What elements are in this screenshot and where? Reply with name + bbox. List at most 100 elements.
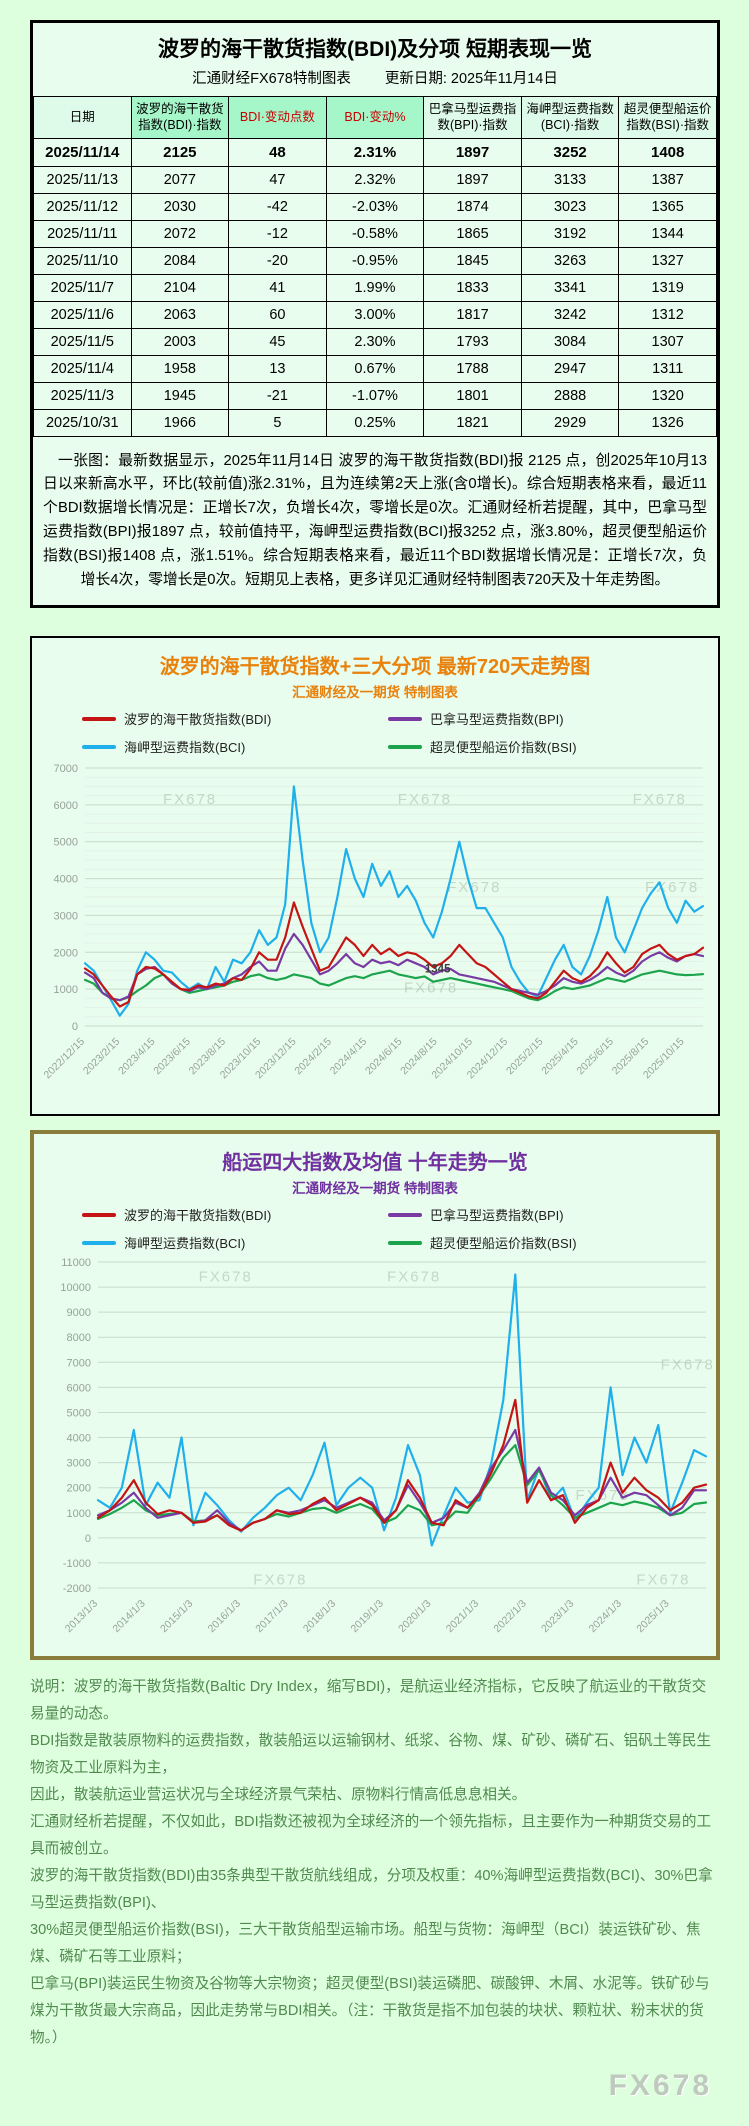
table-cell: 1801 [423,381,522,410]
table-cell: 3341 [520,273,620,302]
chart-10y-plot: -2000 -1000 0 1000 2000 3000 4000 5000 6000 7000 8… [60,1258,712,1635]
legend-swatch-icon [388,1240,422,1245]
column-header: 超灵便型船运价指数(BSI)·指数 [618,96,717,139]
y-axis-label: 7000 [67,1358,91,1370]
watermark: FX678 [447,879,501,896]
table-cell: 3023 [520,192,620,221]
table-cell: 60 [228,300,327,329]
column-header: 日期 [33,96,132,139]
x-axis-label: 2014/1/3 [110,1598,147,1635]
table-cell: 2025/11/7 [33,273,132,302]
watermark: FX678 [199,1269,253,1286]
x-axis-label: 2020/1/3 [396,1598,433,1635]
table-cell: 48 [228,137,327,167]
source-label: 汇通财经FX678特制图表 [192,71,351,87]
table-cell: 1327 [618,246,717,275]
table-row: 2025/11/12 2030 -42 -2.03% 1874 3023 1365 [33,192,717,221]
series-line-BDI [83,901,705,1008]
table-cell: 1365 [618,192,717,221]
y-axis-label: 3000 [54,911,78,923]
table-cell: 1897 [423,137,522,167]
x-axis-label: 2025/2/15 [504,1036,546,1078]
chart-10y-panel: 船运四大指数及均值 十年走势一览 汇通财经及一期货 特制图表 波罗的海干散货指数… [30,1130,720,1661]
table-cell: -42 [228,192,327,221]
table-cell: 1821 [423,408,522,437]
x-axis-label: 2023/4/15 [116,1036,158,1078]
watermark: FX678 [163,791,217,808]
x-axis-label: 2017/1/3 [253,1598,290,1635]
table-row: 2025/11/10 2084 -20 -0.95% 1845 3263 1327 [33,246,717,275]
chart-720-subtitle: 汇通财经及一期货 特制图表 [292,685,458,701]
table-cell: 2025/10/31 [33,408,132,437]
footer-line: BDI指数是散装原物料的运费指数，散装船运以运输钢材、纸浆、谷物、煤、矿砂、磷矿… [30,1733,712,1777]
table-row: 2025/11/14 2125 48 2.31% 1897 3252 1408 [33,137,717,167]
legend-item: 波罗的海干散货指数(BDI) [82,709,362,728]
table-cell: 2125 [130,137,230,167]
y-axis-label: 8000 [67,1333,91,1345]
x-axis-label: 2022/12/15 [41,1036,87,1082]
footer-line: 因此，散装航运业营运状况与全球经济景气荣枯、原物料行情高低息息相关。 [30,1787,527,1804]
legend-label: 巴拿马型运费指数(BPI) [430,712,564,728]
table-cell: 1326 [618,408,717,437]
column-header: BDI·变动点数 [228,96,327,139]
table-cell: 1.99% [325,273,425,302]
legend-item: 海岬型运费指数(BCI) [82,737,362,756]
bdi-short-term-panel: 波罗的海干散货指数(BDI)及分项 短期表现一览 汇通财经FX678特制图表 更新… [30,20,720,609]
y-axis-label: 7000 [54,763,78,775]
panel-title: 波罗的海干散货指数(BDI)及分项 短期表现一览 [158,38,592,61]
panel-subtitle: 汇通财经FX678特制图表 更新日期: 2025年11月14日 [33,67,717,88]
legend-item: 巴拿马型运费指数(BPI) [388,1205,668,1224]
table-cell: 13 [228,354,327,383]
table-cell: 5 [228,408,327,437]
watermark: FX678 [645,879,699,896]
table-cell: 2025/11/12 [33,192,132,221]
series-line-BSI [83,969,705,1002]
y-axis-label: 4000 [54,874,78,886]
table-cell: 1311 [618,354,717,383]
y-axis-label: 10000 [60,1282,91,1294]
y-axis-label: 6000 [67,1383,91,1395]
legend-item: 海岬型运费指数(BCI) [82,1233,362,1252]
chart-10y-subtitle: 汇通财经及一期货 特制图表 [292,1181,458,1197]
table-cell: 2025/11/3 [33,381,132,410]
column-header: BDI·变动% [325,96,425,139]
table-cell: 1874 [423,192,522,221]
table-cell: 1788 [423,354,522,383]
x-axis-label: 2025/4/15 [539,1036,581,1078]
table-cell: 1312 [618,300,717,329]
table-cell: 3084 [520,327,620,356]
y-axis-label: -1000 [63,1558,91,1570]
table-cell: 2025/11/10 [33,246,132,275]
series-line-BCI [96,1273,708,1547]
table-cell: 1833 [423,273,522,302]
watermark: FX678 [636,1572,690,1589]
legend-swatch-icon [388,1212,422,1217]
table-cell: 3242 [520,300,620,329]
table-cell: 2929 [520,408,620,437]
table-cell: 1945 [130,381,230,410]
summary-text: 一张图：最新数据显示，2025年11月14日 波罗的海干散货指数(BDI)报 2… [43,452,707,589]
y-axis-label: 2000 [54,948,78,960]
series-line-BCI [83,785,705,1018]
table-row: 2025/11/4 1958 13 0.67% 1788 2947 1311 [33,354,717,383]
table-cell: 47 [228,165,327,194]
table-cell: 2.32% [325,165,425,194]
legend-label: 巴拿马型运费指数(BPI) [430,1208,564,1224]
table-cell: -2.03% [325,192,425,221]
table-cell: 1307 [618,327,717,356]
table-cell: 1320 [618,381,717,410]
x-axis-label: 2022/1/3 [491,1598,528,1635]
y-axis-label: 0 [72,1021,78,1033]
table-cell: 2947 [520,354,620,383]
table-row: 2025/11/3 1945 -21 -1.07% 1801 2888 1320 [33,381,717,410]
series-line-BPI [83,933,705,1002]
footer-line: 30%超灵便型船运价指数(BSI)，三大干散货船型运输市场。船型与货物：海岬型（… [30,1922,701,1966]
table-row: 2025/11/13 2077 47 2.32% 1897 3133 1387 [33,165,717,194]
x-axis-label: 2021/1/3 [444,1598,481,1635]
table-cell: 45 [228,327,327,356]
column-header: 波罗的海干散货指数(BDI)·指数 [130,96,230,139]
series-line-BPI [96,1429,708,1532]
x-axis-label: 2018/1/3 [301,1598,338,1635]
legend-label: 波罗的海干散货指数(BDI) [124,1208,272,1224]
series-line-BDI [96,1399,708,1533]
